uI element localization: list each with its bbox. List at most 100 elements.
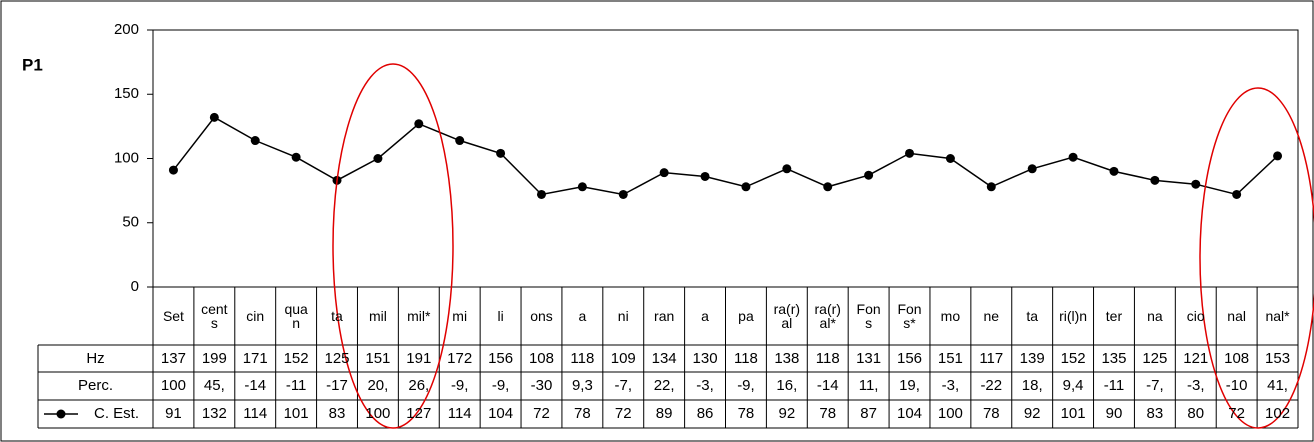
- cell-text: mo: [940, 308, 961, 324]
- cell-text: Hz: [86, 349, 105, 367]
- cell-text: 11,: [858, 377, 879, 394]
- cell-text: ta: [331, 308, 343, 324]
- plot-frame: [152, 29, 1299, 288]
- cell-text: nal*: [1265, 308, 1290, 324]
- cell-text: 101: [283, 405, 309, 422]
- cell-text: 102: [1265, 405, 1291, 422]
- cell-text: 18,: [1021, 377, 1043, 394]
- cell-text: 9,3: [571, 377, 593, 394]
- table-cell: 108: [521, 345, 562, 372]
- data-point: [577, 182, 587, 192]
- table-cell: 121: [1175, 345, 1216, 372]
- table-cell: 130: [685, 345, 726, 372]
- cell-text: ra(r)al: [773, 301, 801, 331]
- cell-text: 72: [1228, 405, 1245, 422]
- table-cell: 104: [480, 400, 521, 428]
- table-cell: 45,: [194, 372, 235, 400]
- table-cell: 72: [1216, 400, 1257, 428]
- table-cell: 92: [766, 400, 807, 428]
- cell-text: 92: [778, 405, 796, 422]
- table-cell: 100: [357, 400, 398, 428]
- cell-text: ran: [654, 308, 675, 324]
- table-cell: -14: [235, 372, 276, 400]
- category-label: Set: [153, 287, 194, 345]
- data-point: [782, 164, 792, 174]
- cell-text: 127: [406, 405, 432, 422]
- cell-text: 45,: [203, 377, 225, 394]
- cell-text: ter: [1105, 308, 1123, 324]
- table-cell: -11: [276, 372, 317, 400]
- table-cell: 134: [644, 345, 685, 372]
- table-cell: 171: [235, 345, 276, 372]
- category-label: ons: [521, 287, 562, 345]
- cell-text: 156: [488, 349, 514, 367]
- table-cell: 18,: [1012, 372, 1053, 400]
- cell-text: 172: [447, 349, 473, 367]
- cell-text: mil: [368, 308, 387, 324]
- cell-text: 114: [447, 405, 472, 422]
- category-label: ta: [1012, 287, 1053, 345]
- table-cell: 152: [276, 345, 317, 372]
- data-point: [1068, 152, 1078, 162]
- category-label: li: [480, 287, 521, 345]
- data-point: [986, 182, 996, 192]
- cell-text: -9,: [450, 377, 469, 394]
- table-cell: 114: [439, 400, 480, 428]
- data-point: [1027, 164, 1037, 174]
- table-cell: 156: [480, 345, 521, 372]
- cell-text: 191: [406, 349, 432, 367]
- cell-text: quan: [284, 301, 308, 331]
- category-label: ter: [1094, 287, 1135, 345]
- cell-text: Set: [162, 308, 184, 324]
- table-cell: -10: [1216, 372, 1257, 400]
- table-cell: 102: [1257, 400, 1298, 428]
- cell-text: 138: [774, 349, 800, 367]
- table-cell: 127: [398, 400, 439, 428]
- cell-text: 134: [651, 349, 677, 367]
- table-cell: 72: [603, 400, 644, 428]
- cell-text: 100: [160, 377, 186, 394]
- y-tick-label: 100: [114, 149, 139, 166]
- cell-text: -9,: [491, 377, 510, 394]
- table-cell: 11,: [848, 372, 889, 400]
- cell-text: 87: [860, 405, 877, 422]
- table-cell: 83: [1134, 400, 1175, 428]
- data-point: [496, 148, 506, 158]
- table-cell: 72: [521, 400, 562, 428]
- cell-text: 135: [1101, 349, 1127, 367]
- table-cell: 137: [153, 345, 194, 372]
- table-cell: 19,: [889, 372, 930, 400]
- table-cell: 118: [726, 345, 767, 372]
- table-cell: 108: [1216, 345, 1257, 372]
- category-label: ra(r)al: [766, 287, 807, 345]
- cell-text: 72: [614, 405, 632, 422]
- table-cell: 118: [807, 345, 848, 372]
- category-label: mo: [930, 287, 971, 345]
- cell-text: li: [497, 308, 504, 324]
- cell-text: -14: [244, 377, 267, 394]
- table-cell: 153: [1257, 345, 1298, 372]
- cell-text: 83: [328, 405, 346, 422]
- data-point: [905, 148, 915, 158]
- category-label: mil: [357, 287, 398, 345]
- table-cell: 172: [439, 345, 480, 372]
- y-tick-label: 200: [114, 21, 139, 38]
- cell-text: 152: [283, 349, 309, 367]
- cell-text: pa: [738, 308, 754, 324]
- category-label: na: [1134, 287, 1175, 345]
- cell-text: a: [701, 308, 709, 324]
- cell-text: na: [1147, 308, 1163, 324]
- table-cell: -9,: [480, 372, 521, 400]
- cell-text: 80: [1187, 405, 1205, 422]
- data-point: [536, 189, 546, 199]
- series-line: [172, 116, 1279, 196]
- cell-text: 132: [201, 405, 227, 422]
- cell-text: -11: [1103, 377, 1125, 394]
- table-cell: -14: [807, 372, 848, 400]
- table-cell: 191: [398, 345, 439, 372]
- cell-text: 19,: [899, 377, 920, 394]
- category-label: Fons*: [889, 287, 930, 345]
- cell-text: 152: [1060, 349, 1086, 367]
- cell-text: 108: [528, 349, 554, 367]
